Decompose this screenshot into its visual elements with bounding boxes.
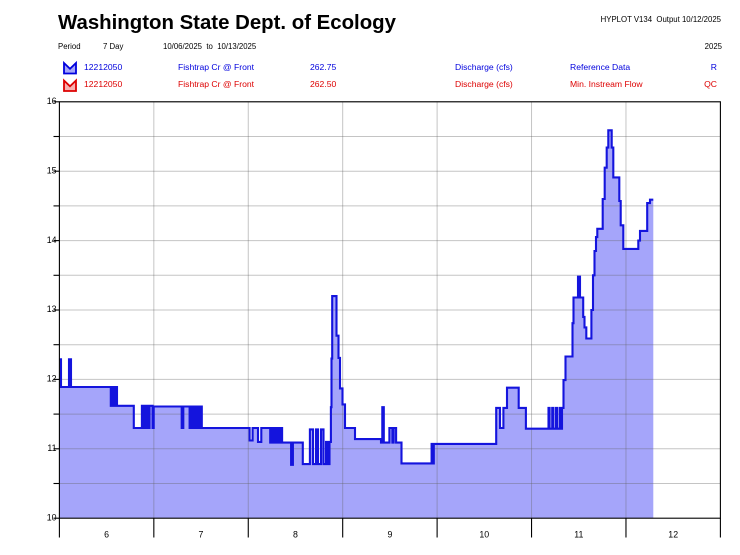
svg-text:8: 8 xyxy=(293,530,298,540)
svg-text:6: 6 xyxy=(104,530,109,540)
svg-text:15: 15 xyxy=(47,165,57,175)
svg-text:11: 11 xyxy=(574,530,583,540)
svg-text:7: 7 xyxy=(199,530,204,540)
svg-text:9: 9 xyxy=(387,530,392,540)
svg-text:13: 13 xyxy=(47,304,57,314)
svg-text:11: 11 xyxy=(47,443,56,453)
svg-text:10: 10 xyxy=(479,530,489,540)
svg-text:14: 14 xyxy=(47,235,57,245)
svg-text:12: 12 xyxy=(668,530,678,540)
svg-text:12: 12 xyxy=(47,374,57,384)
svg-text:10: 10 xyxy=(47,512,57,522)
svg-text:16: 16 xyxy=(47,96,57,106)
